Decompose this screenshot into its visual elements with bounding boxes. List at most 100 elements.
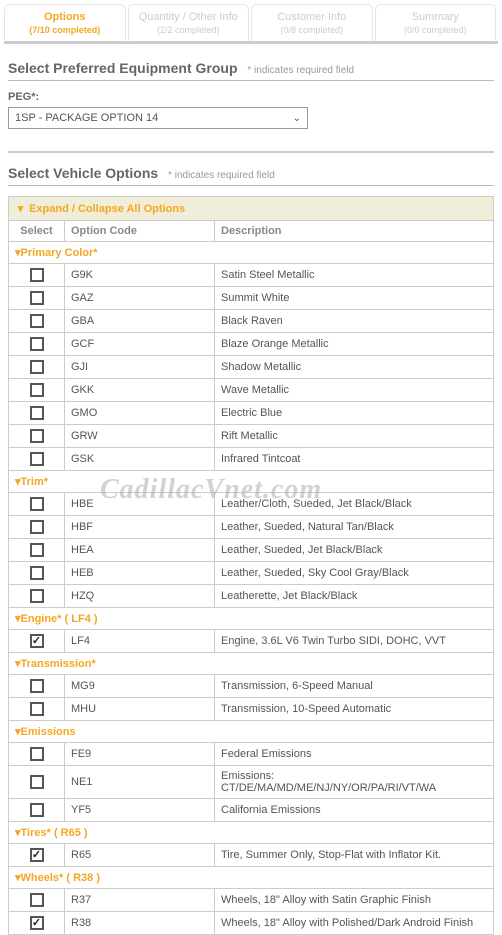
option-row: R37Wheels, 18" Alloy with Satin Graphic … bbox=[9, 889, 493, 912]
option-row: HZQLeatherette, Jet Black/Black bbox=[9, 585, 493, 608]
option-desc: Leather, Sueded, Natural Tan/Black bbox=[215, 516, 493, 538]
option-checkbox[interactable] bbox=[30, 452, 44, 466]
option-checkbox[interactable] bbox=[30, 383, 44, 397]
option-checkbox[interactable] bbox=[30, 337, 44, 351]
category-label: Tires* ( R65 ) bbox=[21, 827, 88, 839]
option-row: HBFLeather, Sueded, Natural Tan/Black bbox=[9, 516, 493, 539]
tab-bar: Options(7/10 completed)Quantity / Other … bbox=[4, 4, 498, 44]
option-code: HZQ bbox=[65, 585, 215, 607]
option-checkbox[interactable] bbox=[30, 406, 44, 420]
option-desc: Black Raven bbox=[215, 310, 493, 332]
section-options-title: Select Vehicle Options * indicates requi… bbox=[0, 163, 502, 183]
option-row: R38Wheels, 18" Alloy with Polished/Dark … bbox=[9, 912, 493, 935]
options-table: Select Option Code Description ▾ Primary… bbox=[8, 221, 494, 935]
option-row: MG9Transmission, 6-Speed Manual bbox=[9, 675, 493, 698]
option-desc: California Emissions bbox=[215, 799, 493, 821]
option-code: FE9 bbox=[65, 743, 215, 765]
divider bbox=[8, 151, 494, 153]
option-row: HEBLeather, Sueded, Sky Cool Gray/Black bbox=[9, 562, 493, 585]
option-checkbox[interactable] bbox=[30, 803, 44, 817]
option-checkbox[interactable] bbox=[30, 268, 44, 282]
category-row[interactable]: ▾ Primary Color* bbox=[9, 242, 493, 264]
option-desc: Federal Emissions bbox=[215, 743, 493, 765]
option-desc: Wheels, 18" Alloy with Satin Graphic Fin… bbox=[215, 889, 493, 911]
option-row: GMOElectric Blue bbox=[9, 402, 493, 425]
category-row[interactable]: ▾ Emissions bbox=[9, 721, 493, 743]
option-code: GBA bbox=[65, 310, 215, 332]
option-checkbox[interactable] bbox=[30, 702, 44, 716]
option-desc: Emissions: CT/DE/MA/MD/ME/NJ/NY/OR/PA/RI… bbox=[215, 766, 493, 798]
option-checkbox[interactable] bbox=[30, 893, 44, 907]
category-row[interactable]: ▾ Engine* ( LF4 ) bbox=[9, 608, 493, 630]
option-desc: Tire, Summer Only, Stop-Flat with Inflat… bbox=[215, 844, 493, 866]
option-row: GAZSummit White bbox=[9, 287, 493, 310]
divider bbox=[8, 80, 494, 81]
category-label: Engine* ( LF4 ) bbox=[21, 613, 98, 625]
option-checkbox[interactable] bbox=[30, 747, 44, 761]
option-code: GAZ bbox=[65, 287, 215, 309]
required-note: * indicates required field bbox=[168, 170, 275, 181]
category-label: Primary Color* bbox=[21, 247, 98, 259]
option-row: GRWRift Metallic bbox=[9, 425, 493, 448]
option-code: HBF bbox=[65, 516, 215, 538]
option-code: LF4 bbox=[65, 630, 215, 652]
option-code: GJI bbox=[65, 356, 215, 378]
option-code: YF5 bbox=[65, 799, 215, 821]
collapse-icon: ▾ bbox=[15, 202, 26, 215]
category-row[interactable]: ▾ Tires* ( R65 ) bbox=[9, 822, 493, 844]
option-checkbox[interactable] bbox=[30, 497, 44, 511]
option-checkbox[interactable] bbox=[30, 520, 44, 534]
option-code: HEA bbox=[65, 539, 215, 561]
peg-field: PEG*: 1SP - PACKAGE OPTION 14 ⌄ bbox=[0, 91, 502, 139]
option-desc: Electric Blue bbox=[215, 402, 493, 424]
option-row: R65Tire, Summer Only, Stop-Flat with Inf… bbox=[9, 844, 493, 867]
option-checkbox[interactable] bbox=[30, 543, 44, 557]
peg-label: PEG*: bbox=[8, 91, 494, 103]
option-code: R37 bbox=[65, 889, 215, 911]
option-checkbox[interactable] bbox=[30, 589, 44, 603]
option-desc: Leather, Sueded, Sky Cool Gray/Black bbox=[215, 562, 493, 584]
option-row: GSKInfrared Tintcoat bbox=[9, 448, 493, 471]
option-desc: Shadow Metallic bbox=[215, 356, 493, 378]
header-desc: Description bbox=[215, 221, 493, 241]
option-checkbox[interactable] bbox=[30, 848, 44, 862]
option-checkbox[interactable] bbox=[30, 429, 44, 443]
option-checkbox[interactable] bbox=[30, 566, 44, 580]
category-row[interactable]: ▾ Trim* bbox=[9, 471, 493, 493]
option-checkbox[interactable] bbox=[30, 916, 44, 930]
tab-quantity-other-info[interactable]: Quantity / Other Info(2/2 completed) bbox=[128, 4, 250, 41]
option-desc: Blaze Orange Metallic bbox=[215, 333, 493, 355]
category-row[interactable]: ▾ Transmission* bbox=[9, 653, 493, 675]
peg-value: 1SP - PACKAGE OPTION 14 bbox=[15, 112, 158, 124]
option-desc: Summit White bbox=[215, 287, 493, 309]
peg-select[interactable]: 1SP - PACKAGE OPTION 14 ⌄ bbox=[8, 107, 308, 129]
option-desc: Leather, Sueded, Jet Black/Black bbox=[215, 539, 493, 561]
option-checkbox[interactable] bbox=[30, 679, 44, 693]
tab-options[interactable]: Options(7/10 completed) bbox=[4, 4, 126, 41]
option-code: GMO bbox=[65, 402, 215, 424]
option-code: G9K bbox=[65, 264, 215, 286]
category-label: Emissions bbox=[21, 726, 76, 738]
expand-collapse-all[interactable]: ▾ Expand / Collapse All Options bbox=[8, 196, 494, 221]
option-row: HEALeather, Sueded, Jet Black/Black bbox=[9, 539, 493, 562]
option-checkbox[interactable] bbox=[30, 775, 44, 789]
option-checkbox[interactable] bbox=[30, 634, 44, 648]
category-row[interactable]: ▾ Wheels* ( R38 ) bbox=[9, 867, 493, 889]
option-checkbox[interactable] bbox=[30, 314, 44, 328]
tab-summary[interactable]: Summary(0/0 completed) bbox=[375, 4, 497, 41]
option-code: GRW bbox=[65, 425, 215, 447]
tab-customer-info[interactable]: Customer Info(0/8 completed) bbox=[251, 4, 373, 41]
option-code: GCF bbox=[65, 333, 215, 355]
option-desc: Satin Steel Metallic bbox=[215, 264, 493, 286]
option-row: GBABlack Raven bbox=[9, 310, 493, 333]
section-equipment-title: Select Preferred Equipment Group * indic… bbox=[0, 58, 502, 78]
option-desc: Wave Metallic bbox=[215, 379, 493, 401]
option-row: MHUTransmission, 10-Speed Automatic bbox=[9, 698, 493, 721]
option-checkbox[interactable] bbox=[30, 360, 44, 374]
required-note: * indicates required field bbox=[247, 65, 354, 76]
category-label: Wheels* ( R38 ) bbox=[21, 872, 100, 884]
option-row: YF5California Emissions bbox=[9, 799, 493, 822]
category-label: Transmission* bbox=[21, 658, 96, 670]
option-checkbox[interactable] bbox=[30, 291, 44, 305]
option-row: LF4Engine, 3.6L V6 Twin Turbo SIDI, DOHC… bbox=[9, 630, 493, 653]
